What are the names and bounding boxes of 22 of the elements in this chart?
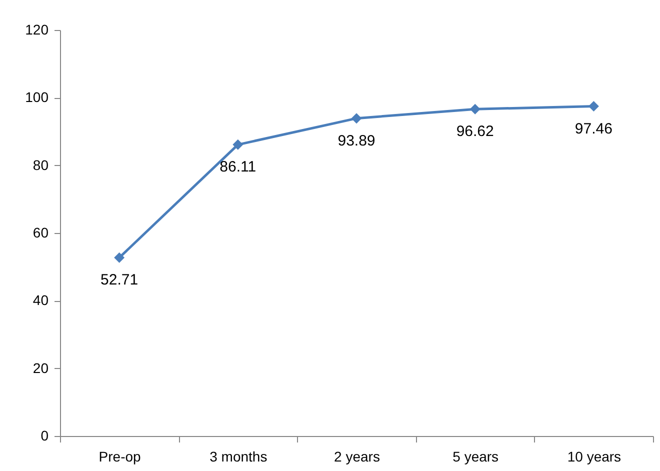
point (232, 139, 244, 150)
y-tick-label: 0 (40, 428, 49, 444)
y-tick-label: 80 (32, 156, 49, 173)
data-label: 97.46 (574, 120, 612, 138)
data-label: 52.71 (100, 272, 138, 289)
x-tick-label: 10 years (567, 448, 622, 464)
y-tick-label: 20 (32, 360, 49, 376)
data-label: 96.62 (456, 123, 494, 140)
y-tick-label: 100 (25, 89, 49, 106)
data-label: 93.89 (338, 132, 376, 150)
point (114, 252, 125, 263)
y-tick-label: 60 (32, 224, 49, 240)
x-tick-label: Pre-op (98, 448, 142, 464)
x-tick-label: 5 years (452, 448, 499, 464)
data-label: 86.11 (220, 158, 256, 176)
point (470, 104, 480, 114)
point (351, 113, 362, 124)
y-tick-label: 120 (25, 22, 49, 38)
y-tick-label: 40 (32, 292, 49, 308)
x-tick-label: 2 years (334, 448, 380, 464)
x-tick-label: 3 months (210, 448, 268, 464)
point (588, 101, 599, 112)
